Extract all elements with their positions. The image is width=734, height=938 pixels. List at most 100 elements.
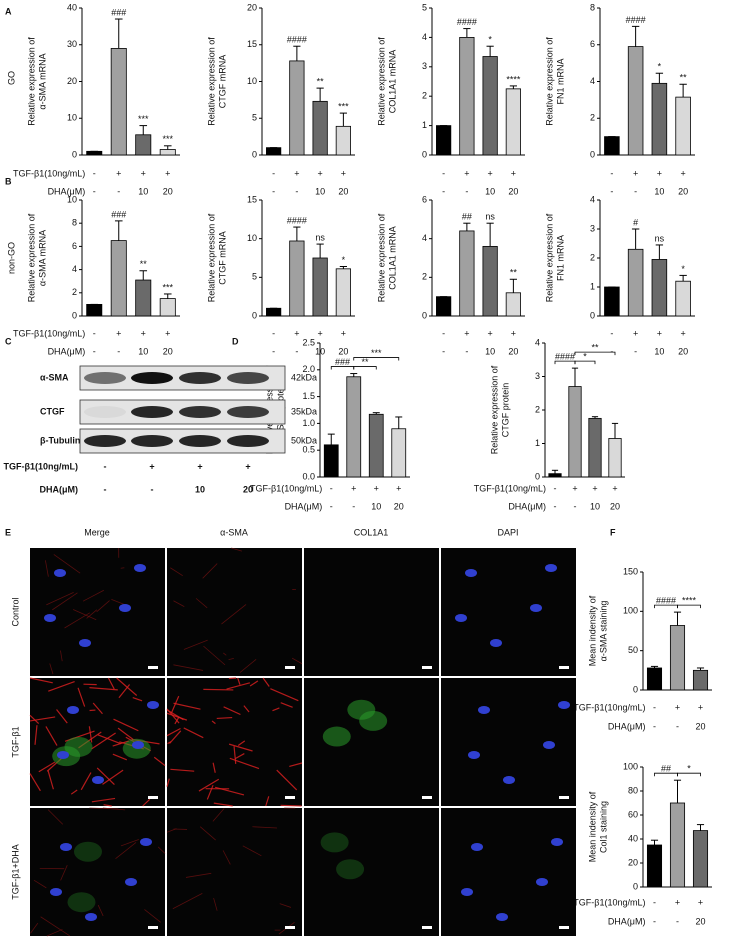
condition-value: - bbox=[442, 186, 445, 196]
condition-value: - bbox=[93, 328, 96, 338]
y-axis-label: Relative expression of bbox=[376, 213, 386, 302]
scale-bar bbox=[285, 666, 295, 669]
condition-name: DHA(μM) bbox=[48, 346, 86, 356]
condition-value: + bbox=[197, 461, 202, 471]
condition-value: - bbox=[442, 328, 445, 338]
blot-size-label: 42kDa bbox=[291, 372, 317, 382]
actin-fiber bbox=[172, 893, 203, 910]
condition-value: - bbox=[93, 186, 96, 196]
condition-value: - bbox=[117, 346, 120, 356]
comparison-label: ## bbox=[661, 764, 671, 774]
condition-name: TGF-β1(10ng/mL) bbox=[474, 483, 546, 493]
condition-value: + bbox=[657, 168, 662, 178]
y-axis-label: COL1A1 mRNA bbox=[387, 50, 397, 114]
comparison-label: #### bbox=[555, 352, 575, 362]
condition-value: 20 bbox=[338, 346, 348, 356]
condition-value: - bbox=[272, 168, 275, 178]
actin-fiber bbox=[60, 650, 63, 662]
y-tick-label: 150 bbox=[623, 566, 638, 576]
condition-value: 10 bbox=[485, 346, 495, 356]
bar bbox=[110, 240, 127, 317]
condition-value: + bbox=[680, 168, 685, 178]
actin-fiber bbox=[89, 687, 118, 691]
y-axis-label: Relative expression of bbox=[544, 213, 554, 302]
actin-fiber bbox=[202, 563, 218, 579]
error-bar bbox=[114, 18, 123, 49]
comparison-label: **** bbox=[682, 595, 697, 605]
condition-value: + bbox=[511, 168, 516, 178]
condition-value: 10 bbox=[654, 346, 664, 356]
actin-fiber bbox=[64, 612, 91, 629]
actin-fiber bbox=[102, 807, 126, 811]
condition-value: + bbox=[511, 328, 516, 338]
nucleus bbox=[50, 888, 62, 896]
condition-value: 20 bbox=[243, 484, 253, 494]
actin-fiber bbox=[203, 645, 226, 666]
y-tick-label: 6 bbox=[422, 194, 427, 204]
actin-fiber bbox=[142, 798, 151, 807]
bar bbox=[646, 844, 663, 888]
micrograph bbox=[441, 678, 576, 806]
error-bar bbox=[372, 412, 380, 415]
y-tick-label: 5 bbox=[252, 272, 257, 282]
actin-fiber bbox=[173, 664, 204, 671]
actin-fiber bbox=[166, 712, 188, 721]
condition-name: TGF-β1(10ng/mL) bbox=[250, 483, 322, 493]
y-axis-label: FN1 mRNA bbox=[555, 235, 565, 281]
comparison-bracket bbox=[353, 366, 377, 370]
bar bbox=[323, 444, 339, 478]
col1a1-signal bbox=[320, 832, 349, 853]
condition-value: - bbox=[610, 168, 613, 178]
error-bar bbox=[163, 145, 172, 150]
significance-label: ### bbox=[111, 209, 126, 219]
y-axis-label: α-SMA staining bbox=[598, 601, 608, 662]
significance-label: ** bbox=[140, 259, 148, 269]
y-axis-label: Relative expression of bbox=[544, 37, 554, 126]
bar bbox=[312, 257, 328, 317]
condition-name: TGF-β1(10ng/mL) bbox=[573, 702, 645, 712]
condition-name: TGF-β1(10ng/mL) bbox=[573, 897, 645, 907]
nucleus bbox=[92, 776, 104, 784]
bar bbox=[505, 292, 521, 317]
condition-value: - bbox=[554, 501, 557, 511]
y-tick-label: 2.0 bbox=[302, 364, 315, 374]
y-tick-label: 2 bbox=[590, 113, 595, 123]
y-tick-label: 20 bbox=[628, 857, 638, 867]
actin-fiber bbox=[113, 718, 139, 732]
image-row-label: TGF-β1 bbox=[10, 726, 20, 757]
scale-bar bbox=[148, 666, 158, 669]
condition-value: + bbox=[294, 168, 299, 178]
condition-value: 20 bbox=[508, 346, 518, 356]
error-bar bbox=[486, 222, 494, 247]
nucleus bbox=[147, 701, 159, 709]
blot-band bbox=[227, 372, 269, 384]
y-tick-label: 0 bbox=[252, 310, 257, 320]
y-tick-label: 40 bbox=[628, 833, 638, 843]
nucleus bbox=[54, 569, 66, 577]
scale-bar bbox=[559, 926, 569, 929]
y-axis-label: Col1 staining bbox=[598, 801, 608, 853]
y-tick-label: 50 bbox=[628, 645, 638, 655]
condition-value: - bbox=[104, 484, 107, 494]
error-bar bbox=[509, 278, 517, 293]
actin-fiber bbox=[169, 730, 182, 744]
panel-letter: D bbox=[232, 336, 239, 346]
actin-fiber bbox=[221, 604, 247, 625]
actin-fiber bbox=[86, 609, 98, 619]
condition-value: - bbox=[151, 484, 154, 494]
condition-value: - bbox=[93, 168, 96, 178]
condition-value: 10 bbox=[371, 501, 381, 511]
nucleus bbox=[67, 706, 79, 714]
error-bar bbox=[631, 25, 640, 47]
actin-fiber bbox=[173, 702, 201, 710]
actin-fiber bbox=[107, 677, 115, 690]
actin-fiber bbox=[46, 592, 74, 606]
condition-value: - bbox=[465, 346, 468, 356]
bar bbox=[604, 136, 620, 156]
condition-value: 10 bbox=[195, 484, 205, 494]
col1a1-signal bbox=[67, 892, 96, 913]
bar bbox=[604, 286, 620, 317]
condition-value: - bbox=[676, 916, 679, 926]
condition-name: DHA(μM) bbox=[608, 916, 646, 926]
bar bbox=[436, 125, 452, 156]
